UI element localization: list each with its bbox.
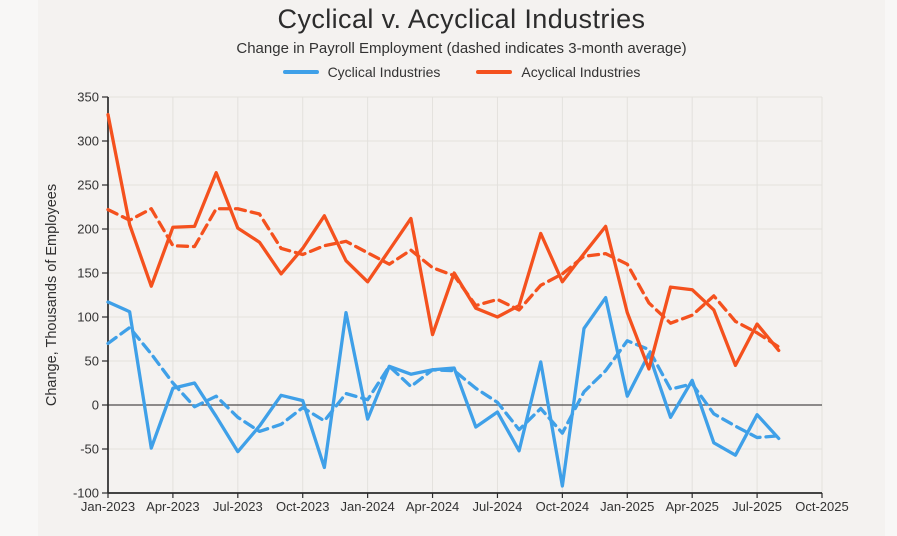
x-tick-label: Jul-2025 — [732, 499, 782, 514]
chart-subtitle: Change in Payroll Employment (dashed ind… — [236, 40, 687, 57]
x-tick-label: Apr-2025 — [665, 499, 718, 514]
x-tick-label: Apr-2024 — [406, 499, 459, 514]
x-tick-label: Jul-2023 — [213, 499, 263, 514]
cyclical-line-swatch — [282, 70, 319, 74]
x-tick-label: Jul-2024 — [473, 499, 523, 514]
y-tick-label: 0 — [92, 398, 99, 413]
series-cyclical-solid — [106, 295, 781, 488]
y-tick-label: 100 — [77, 310, 99, 325]
y-tick-label: 300 — [77, 134, 99, 149]
series-acyclical-dashed — [106, 207, 781, 349]
y-tick-label: -50 — [80, 442, 99, 457]
acyclical-line-swatch — [476, 70, 513, 74]
y-tick-label: 250 — [77, 178, 99, 193]
y-tick-label: 200 — [77, 222, 99, 237]
legend-label-cyclical: Cyclical Industries — [327, 64, 441, 80]
x-tick-label: Jan-2023 — [81, 499, 135, 514]
y-tick-label: 150 — [77, 266, 99, 281]
y-tick-label: 350 — [77, 90, 99, 105]
legend-item-cyclical: Cyclical Industries — [282, 64, 441, 80]
series-acyclical-solid — [106, 112, 781, 371]
y-tick-label: -100 — [73, 486, 99, 501]
legend: Cyclical Industries Acyclical Industries — [38, 62, 885, 82]
y-tick-label: 50 — [85, 354, 99, 369]
x-tick-label: Jan-2025 — [600, 499, 654, 514]
legend-item-acyclical: Acyclical Industries — [476, 64, 640, 80]
x-tick-label: Oct-2024 — [536, 499, 589, 514]
chart-figure: Cyclical v. Acyclical Industries Change … — [38, 0, 885, 536]
series-cyclical-dashed — [106, 325, 781, 440]
legend-label-acyclical: Acyclical Industries — [521, 64, 641, 80]
x-tick-label: Apr-2023 — [146, 499, 199, 514]
x-tick-label: Jan-2024 — [341, 499, 395, 514]
x-tick-label: Oct-2025 — [795, 499, 848, 514]
x-tick-label: Oct-2023 — [276, 499, 329, 514]
chart-title: Cyclical v. Acyclical Industries — [277, 4, 646, 34]
